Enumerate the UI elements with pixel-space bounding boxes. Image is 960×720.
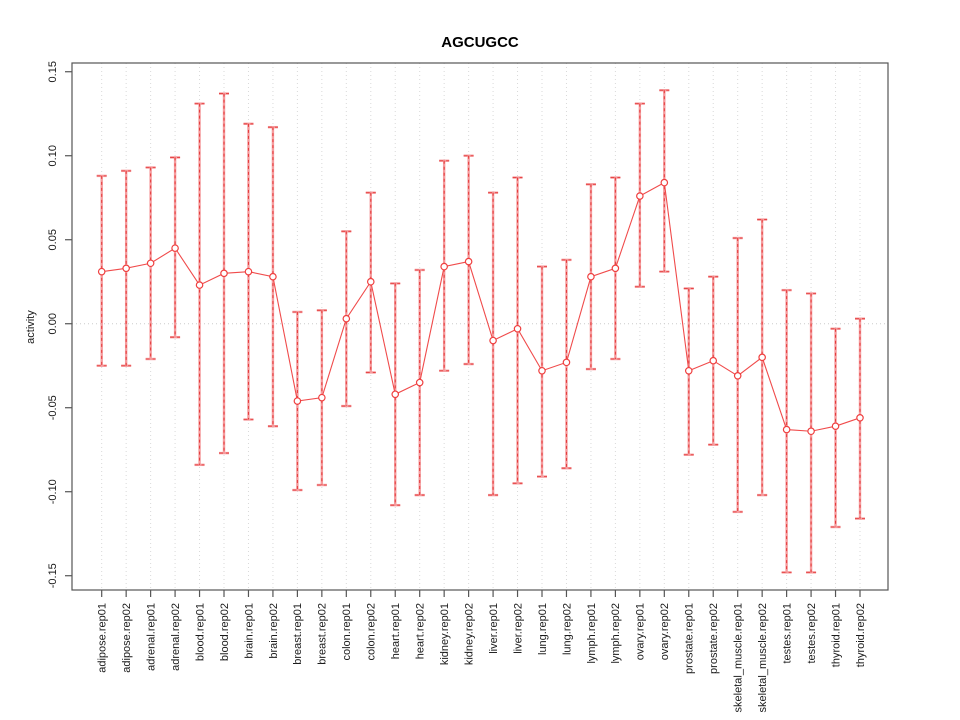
x-tick-label: thyroid.rep01 [830,603,842,667]
data-point-marker [415,378,424,387]
grid-layer [72,63,888,590]
axes-layer: 0.15 0.10 0.05 0.00 -0.05 -0.10 -0.15 adipose.r… [47,61,889,712]
x-tick-label: thyroid.rep02 [855,603,867,667]
data-point-marker [146,259,155,268]
data-point-marker [489,336,497,345]
x-tick-label: liver.rep01 [488,603,500,654]
x-tick-label: skeletal_muscle.rep02 [757,603,769,712]
x-tick-label: liver.rep02 [512,603,524,654]
error-bars-layer [96,89,865,574]
series-layer [97,178,864,436]
chart-title: AGCUGCC [441,34,519,51]
x-tick-label: prostate.rep02 [708,603,720,674]
data-point-marker [856,414,864,422]
data-point-marker [122,264,130,273]
y-tick-label: -0.10 [47,479,59,504]
data-point-marker [195,281,204,289]
data-point-marker [342,314,351,323]
x-tick-label: kidney.rep02 [463,603,475,665]
x-tick-label: lymph.rep01 [586,603,598,664]
plot-border [71,62,889,591]
data-point-marker [513,324,522,333]
x-tick-label: lymph.rep02 [610,603,622,664]
x-tick-label: heart.rep02 [415,603,427,659]
series-line [101,181,861,432]
x-tick-label: ovary.rep01 [635,603,647,660]
y-tick-label: -0.05 [47,395,59,420]
data-point-marker [538,366,546,375]
x-tick-label: breast.rep01 [292,603,304,665]
data-point-marker [440,262,448,271]
data-point-marker [220,269,228,278]
x-tick-label: blood.rep02 [219,603,231,661]
data-point-marker [171,244,179,252]
data-point-marker [709,356,718,365]
x-tick-label: colon.rep02 [366,603,378,661]
data-point-marker [269,272,277,281]
x-tick-label: adrenal.rep01 [145,603,157,671]
data-point-marker [293,397,302,405]
x-tick-label: adipose.rep02 [121,603,133,673]
data-point-marker [391,390,400,399]
y-tick-label: -0.15 [47,563,59,588]
y-tick-label: 0.10 [47,145,59,166]
x-tick-label: prostate.rep01 [684,603,696,674]
y-tick-label: 0.05 [47,229,59,250]
data-point-marker [464,257,473,266]
x-tick-label: testes.rep02 [806,603,818,664]
x-tick-label: colon.rep01 [341,603,353,661]
x-tick-label: kidney.rep01 [439,603,451,665]
x-tick-label: brain.rep01 [243,603,255,659]
data-point-marker [587,272,595,281]
x-tick-label: skeletal_muscle.rep01 [733,603,745,712]
data-point-marker [244,267,253,276]
data-point-marker [684,366,693,375]
data-point-marker [636,192,644,200]
x-tick-label: ovary.rep02 [659,603,671,660]
data-point-marker [807,427,815,436]
x-tick-label: adrenal.rep02 [170,603,182,671]
data-point-marker [660,178,669,187]
data-point-marker [733,372,742,380]
y-tick-label: 0.00 [47,313,59,334]
x-tick-label: lung.rep01 [537,603,549,655]
y-tick-label: 0.15 [47,61,59,82]
x-tick-label: heart.rep01 [390,603,402,659]
x-tick-label: brain.rep02 [268,603,280,659]
data-point-marker [831,422,840,431]
data-point-marker [611,264,620,273]
x-tick-label: adipose.rep01 [97,603,109,673]
data-point-marker [782,425,791,434]
data-point-marker [758,353,766,362]
x-tick-label: blood.rep01 [194,603,206,661]
x-tick-label: lung.rep02 [561,603,573,655]
x-tick-label: testes.rep01 [781,603,793,664]
x-tick-label: breast.rep02 [317,603,329,665]
data-point-marker [562,358,571,367]
y-axis-label: activity [25,310,37,344]
data-point-marker [318,393,326,402]
data-point-marker [366,277,375,286]
data-point-marker [97,267,106,276]
